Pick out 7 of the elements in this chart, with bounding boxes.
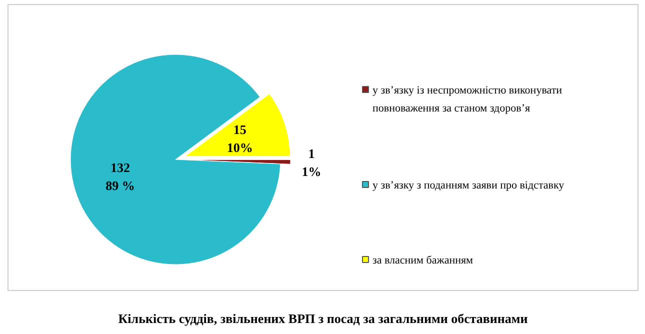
legend-label: у зв’язку із неспроможністю виконувати повноваження за станом здоров’я: [372, 84, 562, 114]
legend-label: у зв’язку з поданням заяви про відставку: [372, 180, 565, 192]
legend-label: за власним бажанням: [372, 254, 474, 266]
data-label: 1 1%: [302, 146, 322, 179]
data-label: 132 89 %: [106, 160, 135, 193]
data-label: 15 10%: [226, 122, 253, 155]
text: Кількість суддів, звільнених ВРП з посад за загальними обставинами: [118, 311, 528, 326]
